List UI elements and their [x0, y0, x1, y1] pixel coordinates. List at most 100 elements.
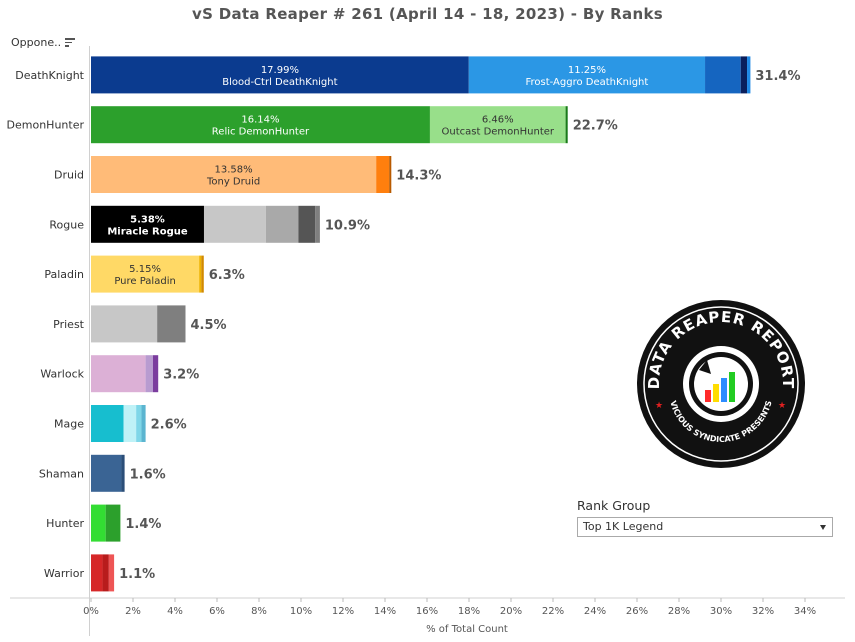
- x-axis-title: % of Total Count: [426, 624, 508, 635]
- x-tick-label: 10%: [290, 606, 312, 617]
- x-tick-label: 2%: [125, 606, 141, 617]
- bar-segment-warlock-0[interactable]: [91, 355, 146, 393]
- bar-segment-warrior-1[interactable]: [102, 554, 109, 592]
- row-total-label: 22.7%: [573, 119, 618, 134]
- row-label-hunter: Hunter: [46, 517, 84, 530]
- segment-value-label: 5.38%: [130, 214, 165, 225]
- x-tick-label: 26%: [626, 606, 648, 617]
- x-tick-label: 8%: [251, 606, 267, 617]
- segment-name-label: Tony Druid: [206, 177, 260, 188]
- row-label-paladin: Paladin: [44, 268, 84, 281]
- bar-segment-deathknight-1[interactable]: [468, 56, 706, 94]
- row-total-label: 3.2%: [163, 368, 199, 383]
- row-label-mage: Mage: [54, 418, 84, 431]
- x-tick-label: 14%: [374, 606, 396, 617]
- bar-segment-mage-2[interactable]: [136, 405, 142, 442]
- bar-segment-druid-0[interactable]: [91, 156, 377, 193]
- rank-group-title: Rank Group: [577, 498, 651, 513]
- rank-group-selected-value: Top 1K Legend: [583, 520, 664, 533]
- row-total-label: 14.3%: [396, 169, 441, 184]
- x-tick-label: 12%: [332, 606, 354, 617]
- bar-segment-mage-3[interactable]: [141, 405, 146, 442]
- segment-value-label: 5.15%: [129, 264, 161, 275]
- bar-segment-warrior-2[interactable]: [108, 554, 115, 592]
- x-tick-label: 34%: [794, 606, 816, 617]
- row-label-deathknight: DeathKnight: [15, 69, 84, 82]
- bar-segment-deathknight-4[interactable]: [747, 56, 751, 94]
- bar-segment-paladin-0[interactable]: [91, 255, 200, 293]
- bar-segment-hunter-1[interactable]: [105, 504, 121, 542]
- row-label-rogue: Rogue: [49, 218, 84, 231]
- segment-name-label: Blood-Ctrl DeathKnight: [222, 77, 337, 88]
- segment-name-label: Outcast DemonHunter: [442, 127, 555, 138]
- row-total-label: 2.6%: [151, 418, 187, 433]
- bar-segment-warrior-0[interactable]: [91, 554, 103, 592]
- row-total-label: 1.4%: [125, 517, 161, 532]
- logo-star-left: ★: [655, 401, 663, 411]
- rank-group-filter: Rank Group Top 1K Legend: [577, 498, 833, 537]
- x-tick-label: 30%: [710, 606, 732, 617]
- sort-icon[interactable]: [65, 38, 76, 47]
- column-header-opponent[interactable]: Oppone..: [11, 36, 76, 49]
- bar-segment-priest-0[interactable]: [91, 305, 158, 343]
- bar-segment-shaman-0[interactable]: [91, 454, 122, 492]
- bar-segment-deathknight-3[interactable]: [740, 56, 748, 94]
- column-header-label: Oppone..: [11, 36, 62, 49]
- x-tick-label: 28%: [668, 606, 690, 617]
- row-label-warlock: Warlock: [40, 368, 84, 381]
- page-title: vS Data Reaper # 261 (April 14 - 18, 202…: [192, 5, 663, 23]
- bar-segment-deathknight-0[interactable]: [91, 56, 469, 94]
- segment-value-label: 6.46%: [482, 115, 514, 126]
- x-tick-label: 0%: [83, 606, 99, 617]
- bar-segment-warlock-1[interactable]: [145, 355, 153, 393]
- bar-segment-warlock-2[interactable]: [152, 355, 159, 393]
- row-total-label: 10.9%: [325, 218, 370, 233]
- chevron-down-icon[interactable]: [820, 525, 826, 530]
- bar-segment-paladin-1[interactable]: [199, 255, 202, 293]
- logo-star-right: ★: [778, 401, 786, 411]
- bar-segment-mage-1[interactable]: [123, 405, 137, 442]
- row-label-shaman: Shaman: [39, 467, 84, 480]
- row-total-label: 1.6%: [130, 467, 166, 482]
- segment-value-label: 11.25%: [568, 65, 606, 76]
- x-tick-label: 22%: [542, 606, 564, 617]
- segment-value-label: 13.58%: [215, 165, 253, 176]
- bar-segment-druid-2[interactable]: [389, 156, 392, 193]
- data-reaper-logo: DATA REAPER REPORT VICIOUS SYNDICATE PRE…: [637, 300, 805, 468]
- bar-segment-hunter-0[interactable]: [91, 504, 106, 542]
- row-label-priest: Priest: [53, 318, 85, 331]
- x-tick-label: 20%: [500, 606, 522, 617]
- bar-segment-paladin-2[interactable]: [201, 255, 204, 293]
- row-label-warrior: Warrior: [44, 567, 85, 580]
- x-tick-label: 16%: [416, 606, 438, 617]
- segment-value-label: 17.99%: [261, 65, 299, 76]
- segment-name-label: Pure Paladin: [114, 276, 176, 287]
- segment-name-label: Miracle Rogue: [107, 226, 188, 237]
- segment-value-label: 16.14%: [241, 115, 279, 126]
- rank-group-select[interactable]: Top 1K Legend: [577, 517, 833, 537]
- bar-segment-rogue-1[interactable]: [203, 205, 266, 243]
- row-total-label: 4.5%: [191, 318, 227, 333]
- bar-segment-demonhunter-2[interactable]: [565, 106, 568, 144]
- bar-segment-rogue-4[interactable]: [315, 205, 320, 243]
- x-tick-label: 6%: [209, 606, 225, 617]
- row-total-label: 31.4%: [755, 69, 800, 84]
- row-total-label: 1.1%: [119, 567, 155, 582]
- bar-segment-priest-1[interactable]: [157, 305, 186, 343]
- bar-segment-demonhunter-1[interactable]: [429, 106, 566, 144]
- x-tick-label: 32%: [752, 606, 774, 617]
- bar-segment-demonhunter-0[interactable]: [91, 106, 430, 144]
- bar-segment-rogue-2[interactable]: [265, 205, 299, 243]
- row-total-label: 6.3%: [209, 268, 245, 283]
- x-tick-label: 24%: [584, 606, 606, 617]
- x-tick-label: 4%: [167, 606, 183, 617]
- row-label-demonhunter: DemonHunter: [7, 119, 85, 132]
- bar-segment-druid-1[interactable]: [376, 156, 390, 193]
- row-label-druid: Druid: [54, 169, 84, 182]
- bar-segment-mage-0[interactable]: [91, 405, 124, 442]
- bar-segment-rogue-3[interactable]: [298, 205, 316, 243]
- bar-segment-deathknight-2[interactable]: [705, 56, 741, 94]
- bar-segment-rogue-0[interactable]: [91, 205, 204, 243]
- bar-segment-shaman-1[interactable]: [121, 454, 125, 492]
